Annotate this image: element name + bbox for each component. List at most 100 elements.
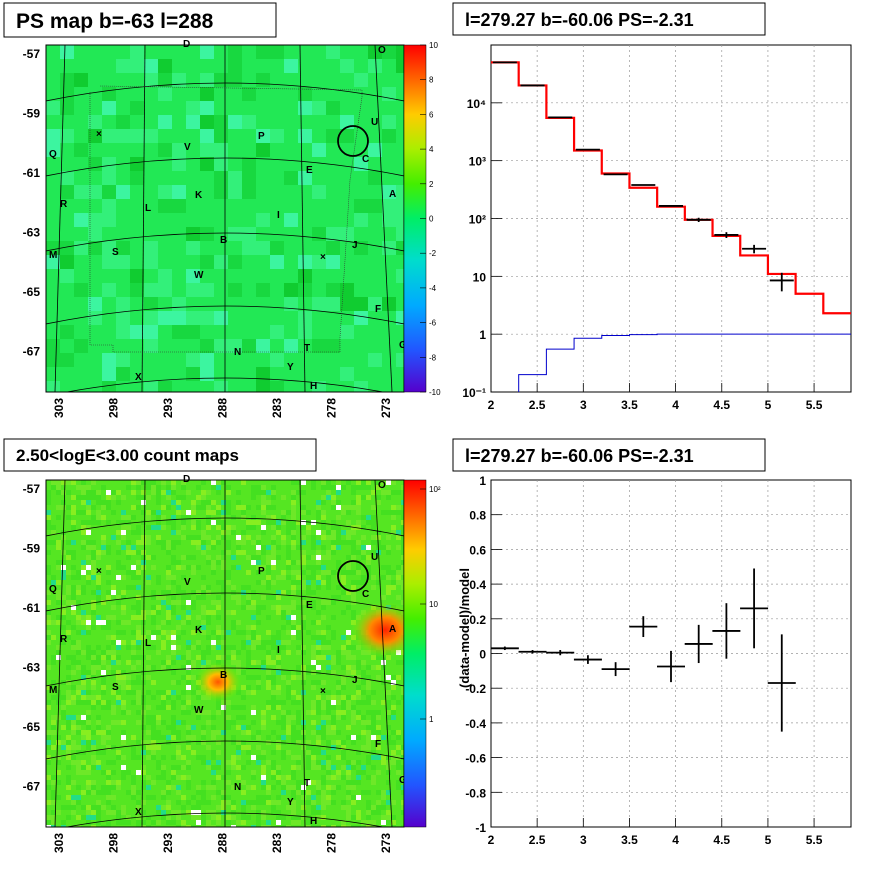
source-label-t: T (304, 778, 310, 789)
source-label-y: Y (287, 797, 294, 808)
source-label-a: A (389, 624, 396, 635)
residual-point (601, 662, 630, 677)
source-label-k: K (195, 190, 203, 201)
y-tick-label: -0.8 (465, 786, 486, 800)
colorbar-tick-label: 8 (429, 76, 434, 85)
spectrum-axes: 2 2.5 3 3.5 4 4.5 5 5.5 10⁻¹ 1 10 10² 10³ 10⁴ (462, 97, 822, 412)
source-label-w: W (194, 705, 204, 716)
y-tick-label: -61 (23, 166, 41, 180)
colorbar-tick-label: -6 (429, 319, 437, 328)
ps-map-source-labels: D O U Q P V C E A R L K I M S B J W F N T G X Y H (49, 39, 407, 392)
x-tick-label: 293 (161, 833, 175, 853)
y-tick-label: 0.8 (469, 509, 486, 523)
y-tick-label: -1 (475, 821, 486, 835)
count-map-noise (46, 480, 404, 827)
source-label-e: E (306, 165, 313, 176)
source-label-u: U (371, 117, 378, 128)
source-label-m: M (49, 685, 57, 696)
source-label-s: S (112, 247, 119, 258)
svg-text:×: × (96, 566, 102, 577)
x-tick-label: 2.5 (529, 833, 546, 847)
colorbar-tick-label: 2 (429, 180, 434, 189)
x-tick-label: 283 (270, 398, 284, 418)
residual-point (740, 568, 769, 649)
x-tick-label: 303 (52, 833, 66, 853)
ps-map-colorbar-ticks: 10 8 6 4 2 0 -2 -4 -6 -8 -10 (420, 41, 441, 397)
y-tick-label: -0.2 (465, 682, 486, 696)
colorbar-tick-label: 10 (429, 41, 438, 50)
count-map-x-axis: 303 298 293 288 283 278 273 (52, 833, 393, 853)
x-tick-label: 3.5 (621, 833, 638, 847)
residual-panel: l=279.27 b=-60.06 PS=-2.31 2 2.5 3 3.5 4 4.5 5… (452, 438, 852, 847)
y-tick-label: -0.4 (465, 717, 486, 731)
y-tick-label: -65 (23, 720, 41, 734)
x-tick-label: 288 (216, 833, 230, 853)
residual-plot-area (490, 568, 796, 732)
x-tick-label: 278 (325, 833, 339, 853)
source-label-o: O (378, 480, 386, 491)
source-label-i: I (277, 645, 280, 656)
source-label-g: G (399, 775, 407, 786)
source-label-k: K (195, 625, 203, 636)
y-tick-label: -67 (23, 345, 41, 359)
colorbar-tick-label: 10 (429, 600, 438, 609)
y-tick-label: 0.2 (469, 613, 486, 627)
y-tick-label: -57 (23, 47, 41, 61)
source-label-s: S (112, 682, 119, 693)
source-label-v: V (184, 577, 191, 588)
source-label-f: F (375, 304, 381, 315)
x-tick-label: 273 (379, 398, 393, 418)
source-label-d: D (183, 474, 190, 485)
count-map-title: 2.50<logE<3.00 count maps (16, 446, 239, 465)
source-label-u: U (371, 552, 378, 563)
count-map-source-labels: D O U Q P V C E A R L K I M S B J W F N T G X Y H (49, 474, 407, 827)
x-tick-label: 3 (580, 833, 587, 847)
x-tick-label: 273 (379, 833, 393, 853)
colorbar-tick-label: 1 (429, 715, 434, 724)
y-tick-label: -63 (23, 226, 41, 240)
colorbar-tick-label: -8 (429, 353, 437, 362)
colorbar-tick-label: -4 (429, 284, 437, 293)
residual-axes: 2 2.5 3 3.5 4 4.5 5 5.5 -1 -0.8 -0.6 -0.4 -0.2 0 0.2 0.… (465, 474, 822, 847)
spectrum-plot-area (491, 61, 851, 392)
y-tick-label: 0.4 (469, 578, 486, 592)
residual-point (684, 624, 713, 664)
x-tick-label: 3 (580, 398, 587, 412)
source-label-a: A (389, 189, 396, 200)
data-point (686, 217, 711, 222)
source-label-c: C (362, 154, 369, 165)
source-label-p: P (258, 131, 265, 142)
source-label-c: C (362, 589, 369, 600)
source-label-f: F (375, 739, 381, 750)
x-tick-label: 4 (672, 398, 679, 412)
x-tick-label: 2.5 (529, 398, 546, 412)
y-tick-label: -65 (23, 285, 41, 299)
source-label-w: W (194, 270, 204, 281)
source-label-g: G (399, 340, 407, 351)
colorbar-tick-label: -2 (429, 249, 437, 258)
y-tick-label: 10⁻¹ (462, 386, 486, 400)
source-label-x: X (135, 372, 142, 383)
y-tick-label: -59 (23, 107, 41, 121)
y-tick-label: -57 (23, 482, 41, 496)
x-tick-label: 283 (270, 833, 284, 853)
x-tick-label: 2 (488, 833, 495, 847)
svg-text:×: × (96, 129, 102, 140)
data-point (769, 272, 794, 292)
residual-point (518, 650, 547, 654)
source-label-d: D (183, 39, 190, 50)
spectrum-title-box (452, 2, 766, 36)
x-tick-label: 298 (107, 398, 121, 418)
ps-map-y-axis: -57 -59 -61 -63 -65 -67 (23, 47, 41, 359)
ps-map-footprint (89, 85, 363, 353)
ps-map-noise (46, 45, 404, 392)
source-label-m: M (49, 250, 57, 261)
source-label-v: V (184, 142, 191, 153)
residual-y-label: (data-model)/model (457, 568, 472, 688)
source-label-r: R (60, 199, 68, 210)
data-point (742, 244, 767, 254)
ps-map-title: PS map b=-63 l=288 (16, 10, 214, 33)
residual-point (546, 650, 575, 656)
count-map-y-axis: -57 -59 -61 -63 -65 -67 (23, 482, 41, 794)
